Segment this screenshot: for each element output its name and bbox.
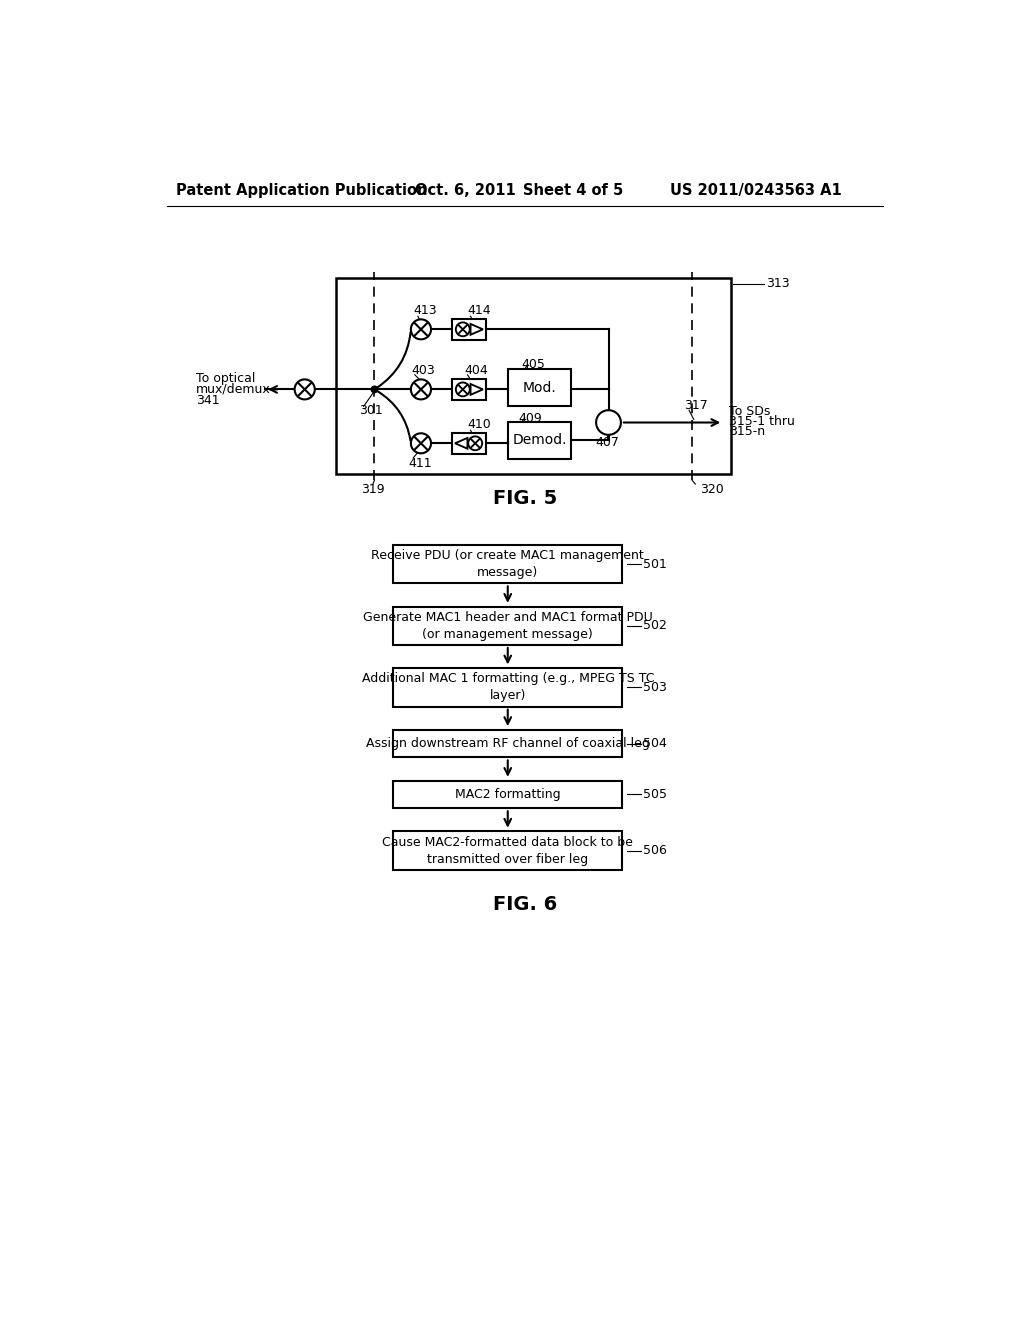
Text: FIG. 5: FIG. 5 <box>493 490 557 508</box>
Bar <box>336 277 731 474</box>
Text: Generate MAC1 header and MAC1 format PDU
(or management message): Generate MAC1 header and MAC1 format PDU… <box>362 611 652 640</box>
Text: Demod.: Demod. <box>512 433 566 447</box>
Text: 505: 505 <box>643 788 667 801</box>
Text: 409: 409 <box>518 412 543 425</box>
Text: MAC2 formatting: MAC2 formatting <box>455 788 560 801</box>
Text: Cause MAC2-formatted data block to be
transmitted over fiber leg: Cause MAC2-formatted data block to be tr… <box>382 836 633 866</box>
Circle shape <box>411 379 431 400</box>
Bar <box>508 370 571 407</box>
Text: 504: 504 <box>643 737 667 750</box>
Text: 301: 301 <box>359 404 383 417</box>
Text: 506: 506 <box>643 843 667 857</box>
Bar <box>393 607 622 645</box>
Text: 410: 410 <box>467 418 492 432</box>
Text: To SDs: To SDs <box>729 405 771 418</box>
Text: 319: 319 <box>361 483 385 496</box>
Text: 501: 501 <box>643 557 667 570</box>
Text: 315-n: 315-n <box>729 425 766 438</box>
Bar <box>452 379 486 400</box>
Text: To optical: To optical <box>197 372 256 385</box>
Text: Assign downstream RF channel of coaxial leg: Assign downstream RF channel of coaxial … <box>366 737 649 750</box>
Text: 313: 313 <box>766 277 790 290</box>
Circle shape <box>468 437 482 450</box>
Text: Additional MAC 1 formatting (e.g., MPEG TS TC
layer): Additional MAC 1 formatting (e.g., MPEG … <box>361 672 654 702</box>
Bar <box>508 422 571 459</box>
Text: US 2011/0243563 A1: US 2011/0243563 A1 <box>671 183 843 198</box>
Text: 503: 503 <box>643 681 667 694</box>
Text: 414: 414 <box>467 305 492 317</box>
Circle shape <box>456 322 470 337</box>
Polygon shape <box>471 384 483 395</box>
Circle shape <box>411 319 431 339</box>
Circle shape <box>295 379 314 400</box>
Bar <box>393 832 622 870</box>
Circle shape <box>596 411 621 434</box>
Circle shape <box>372 387 378 392</box>
Bar <box>452 318 486 341</box>
Text: Oct. 6, 2011: Oct. 6, 2011 <box>415 183 515 198</box>
Text: 502: 502 <box>643 619 667 632</box>
Text: 315-1 thru: 315-1 thru <box>729 416 796 428</box>
Text: 405: 405 <box>521 358 546 371</box>
Bar <box>393 668 622 706</box>
Text: 341: 341 <box>197 393 220 407</box>
Circle shape <box>456 383 470 396</box>
Text: mux/demux: mux/demux <box>197 383 271 396</box>
Text: 403: 403 <box>412 363 435 376</box>
Bar <box>393 780 622 808</box>
Text: 407: 407 <box>595 436 618 449</box>
Bar <box>452 433 486 454</box>
Text: Sheet 4 of 5: Sheet 4 of 5 <box>523 183 624 198</box>
Text: Patent Application Publication: Patent Application Publication <box>176 183 428 198</box>
Bar <box>393 545 622 583</box>
Text: Receive PDU (or create MAC1 management
message): Receive PDU (or create MAC1 management m… <box>372 549 644 579</box>
Circle shape <box>411 433 431 453</box>
Text: FIG. 6: FIG. 6 <box>493 895 557 913</box>
Polygon shape <box>471 323 483 335</box>
Text: 320: 320 <box>700 483 724 496</box>
Text: 411: 411 <box>409 457 432 470</box>
Bar <box>393 730 622 758</box>
Text: 317: 317 <box>684 399 709 412</box>
Text: 404: 404 <box>464 363 488 376</box>
Text: 413: 413 <box>414 305 437 317</box>
Text: Mod.: Mod. <box>522 381 556 395</box>
Polygon shape <box>455 438 467 449</box>
